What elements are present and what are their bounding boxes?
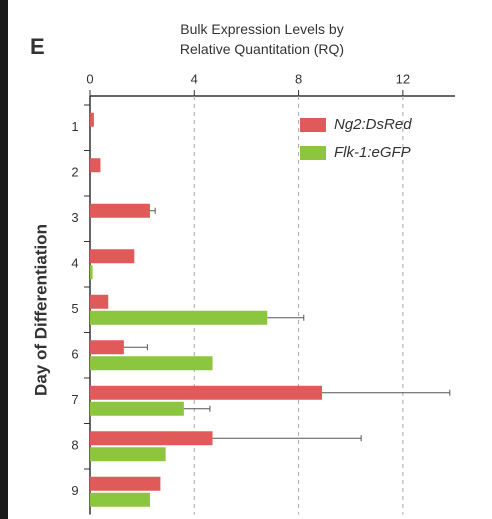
bar (90, 204, 150, 218)
legend-label: Flk-1:eGFP (334, 144, 411, 161)
legend-swatch (300, 118, 326, 132)
bar (90, 493, 150, 507)
bar (90, 386, 322, 400)
y-tick-label: 4 (71, 256, 78, 271)
x-tick-label: 0 (86, 71, 93, 86)
y-tick-label: 6 (71, 347, 78, 362)
bar (90, 158, 100, 172)
y-tick-label: 9 (71, 483, 78, 498)
bar (90, 265, 93, 279)
bar (90, 402, 184, 416)
edge-strip (0, 0, 8, 519)
y-tick-label: 3 (71, 210, 78, 225)
bar (90, 295, 108, 309)
legend-swatch (300, 146, 326, 160)
panel-label: E (30, 34, 45, 59)
bar (90, 113, 94, 127)
bar (90, 431, 213, 445)
bar (90, 447, 166, 461)
y-tick-label: 5 (71, 301, 78, 316)
bar (90, 249, 134, 263)
x-tick-label: 4 (191, 71, 198, 86)
bar (90, 356, 213, 370)
y-tick-label: 2 (71, 165, 78, 180)
y-axis-label: Day of Differentiation (31, 224, 50, 396)
x-tick-label: 8 (295, 71, 302, 86)
legend-label: Ng2:DsRed (334, 116, 412, 133)
y-tick-label: 7 (71, 392, 78, 407)
x-tick-label: 12 (396, 71, 410, 86)
chart: E Bulk Expression Levels byRelative Quan… (0, 0, 492, 519)
y-tick-label: 8 (71, 438, 78, 453)
bar (90, 340, 124, 354)
bar (90, 477, 160, 491)
bar (90, 311, 267, 325)
y-tick-label: 1 (71, 119, 78, 134)
